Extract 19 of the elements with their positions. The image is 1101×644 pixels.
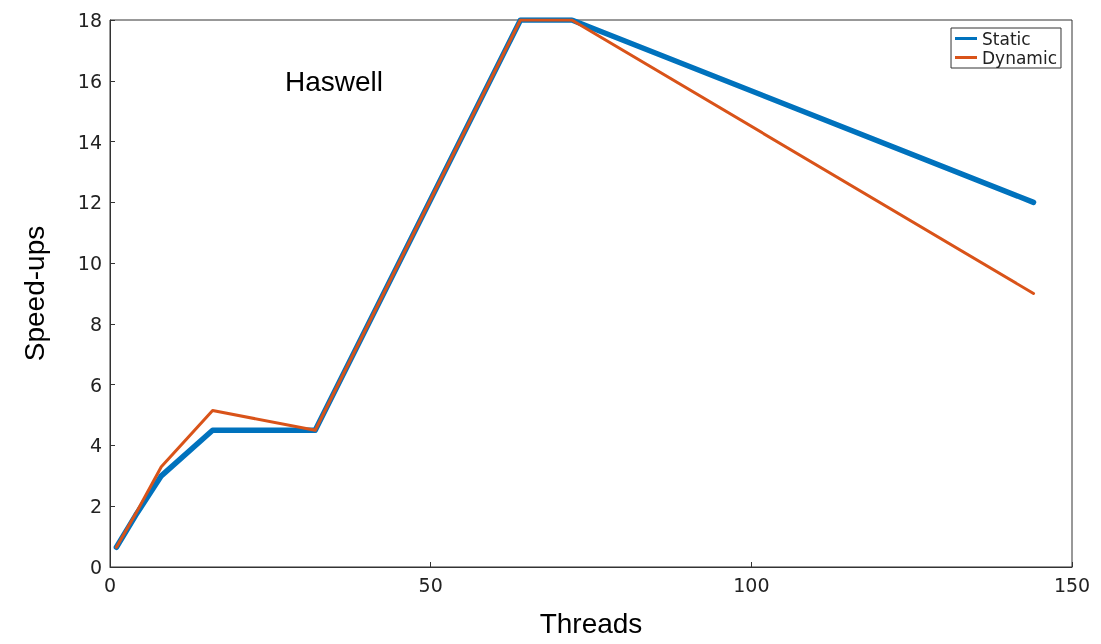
y-tick-label: 0 [89,556,102,578]
y-axis-title: Speed-ups [18,225,50,362]
x-tick-label: 50 [418,573,443,596]
y-tick-label: 12 [77,191,102,214]
x-axis-title: Threads [539,607,643,639]
y-tick-label: 16 [77,69,102,92]
legend-label: Dynamic [982,47,1058,68]
y-tick-label: 8 [89,312,102,335]
y-tick-label: 6 [89,373,102,396]
y-tick-label: 4 [89,434,102,457]
legend-label: Static [982,28,1031,49]
y-tick-label: 18 [77,9,102,31]
x-tick-label: 150 [1053,573,1091,596]
x-tick-label: 100 [733,573,770,596]
y-tick-label: 10 [77,252,102,275]
text: Haswell [285,65,384,97]
y-tick-label: 14 [77,130,102,153]
x-tick-label: 0 [103,573,117,596]
y-tick-label: 2 [89,495,102,518]
